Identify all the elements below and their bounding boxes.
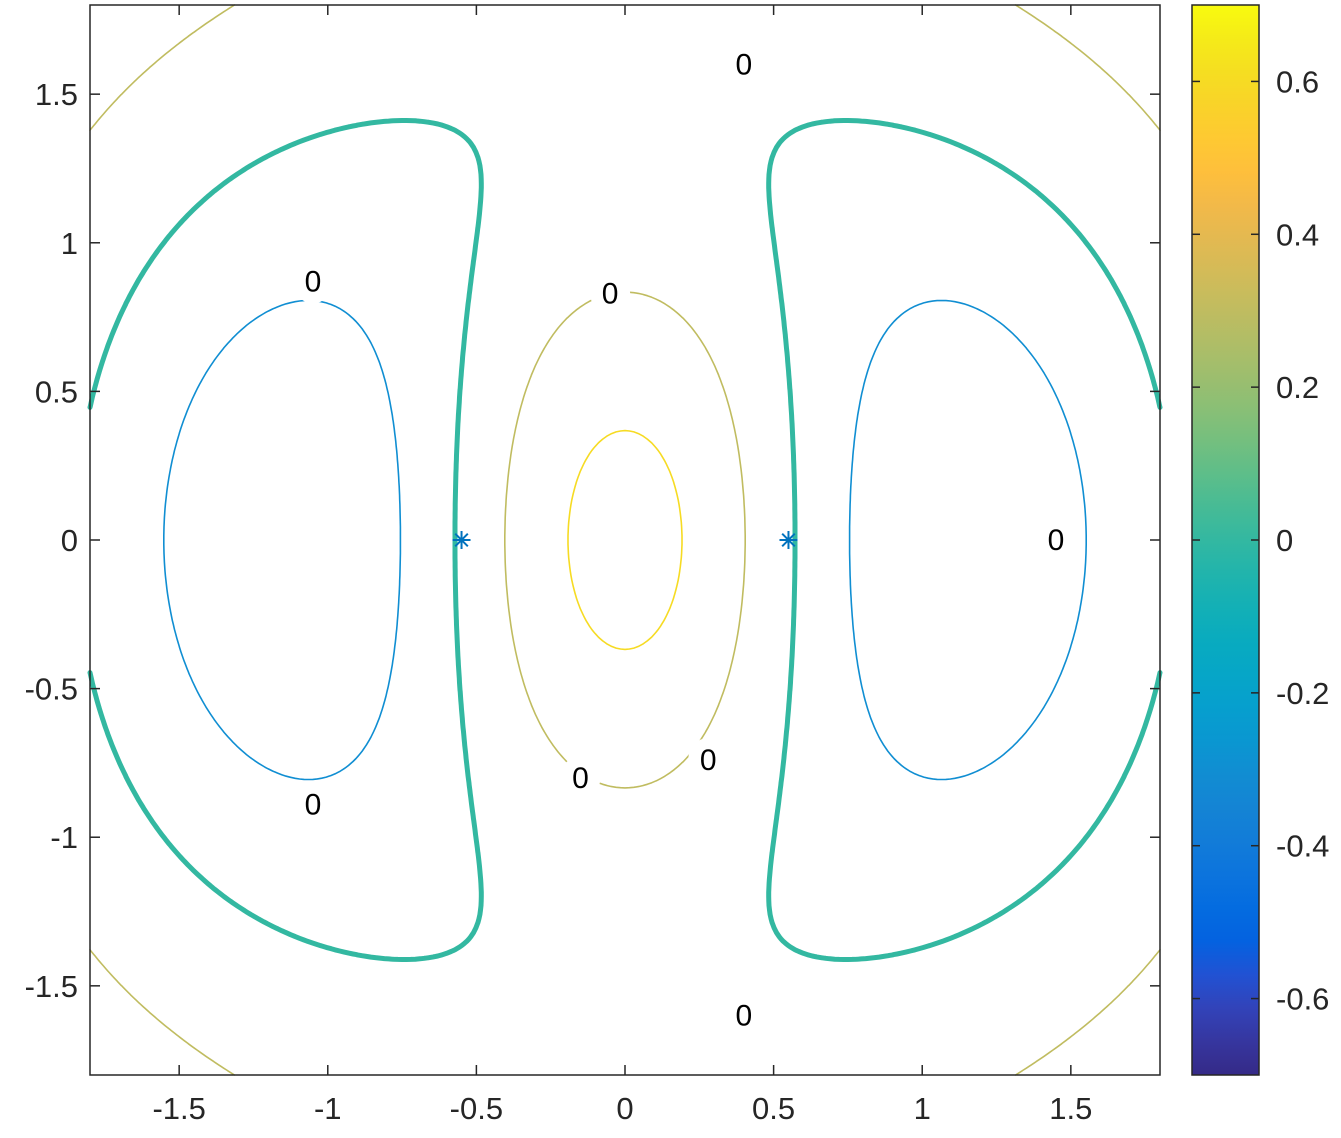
contour-label: 0: [602, 277, 619, 310]
y-tick-label: 0.5: [35, 374, 78, 409]
contour-label: 0: [305, 265, 322, 298]
asterisk-marker: [779, 531, 798, 549]
contour-line-zero: [87, 118, 1163, 962]
contour-line: [567, 429, 683, 651]
contour-label-gap: [590, 271, 631, 316]
x-tick-label: 1: [914, 1091, 931, 1126]
contour-label: 0: [700, 744, 717, 777]
colorbar-tick-label: 0.4: [1276, 217, 1319, 252]
contour-label-gap: [560, 755, 601, 800]
y-tick-label: -1.5: [25, 969, 78, 1004]
colorbar: -0.6 -0.4 -0.2 0 0.2 0.4 0.6: [1191, 4, 1329, 1076]
x-tick-label: -1: [314, 1091, 342, 1126]
contour-label-gap: [723, 42, 764, 87]
colorbar-gradient: [1191, 4, 1260, 1076]
contour-label: 0: [305, 789, 322, 822]
contour-label-gap: [1035, 518, 1076, 562]
contour-line: [163, 299, 1087, 781]
contour-label: 0: [572, 762, 589, 795]
colorbar-tick-label: 0.6: [1276, 64, 1319, 99]
y-tick-label: -0.5: [25, 672, 78, 707]
x-tick-label: 0: [616, 1091, 633, 1126]
plot-area: [87, 4, 1163, 1076]
contour-label-gap: [292, 259, 333, 304]
contour-label-gap: [292, 782, 333, 827]
colorbar-tick-label: -0.4: [1276, 829, 1329, 864]
markers: [452, 531, 798, 549]
contour-label-gap: [688, 737, 729, 782]
y-tick-label: 1.5: [35, 77, 78, 112]
contour-label: 0: [736, 1000, 753, 1033]
colorbar-tick-label: -0.6: [1276, 982, 1329, 1017]
y-tick-label: -1: [50, 820, 78, 855]
y-tick-label: 0: [61, 523, 78, 558]
asterisk-marker: [452, 531, 471, 549]
x-tick-label: -1.5: [152, 1091, 205, 1126]
x-tick-label: 0.5: [752, 1091, 795, 1126]
x-tick-label: 1.5: [1049, 1091, 1092, 1126]
contour-labels: 0 0 0 0 0 0 0 0: [292, 42, 1076, 1038]
colorbar-tick-label: -0.2: [1276, 676, 1329, 711]
axes: -1.5 -1 -0.5 0 0.5 1 1.5 -1.5 -1 -0.5 0 0.5 1 1.5: [25, 4, 1161, 1126]
colorbar-tick-label: 0.2: [1276, 370, 1319, 405]
contour-label-gap: [723, 993, 764, 1038]
contour-label: 0: [1048, 524, 1065, 557]
x-tick-label: -0.5: [450, 1091, 503, 1126]
colorbar-tick-label: 0: [1276, 523, 1293, 558]
contour-label: 0: [736, 48, 753, 81]
y-tick-label: 1: [61, 226, 78, 261]
